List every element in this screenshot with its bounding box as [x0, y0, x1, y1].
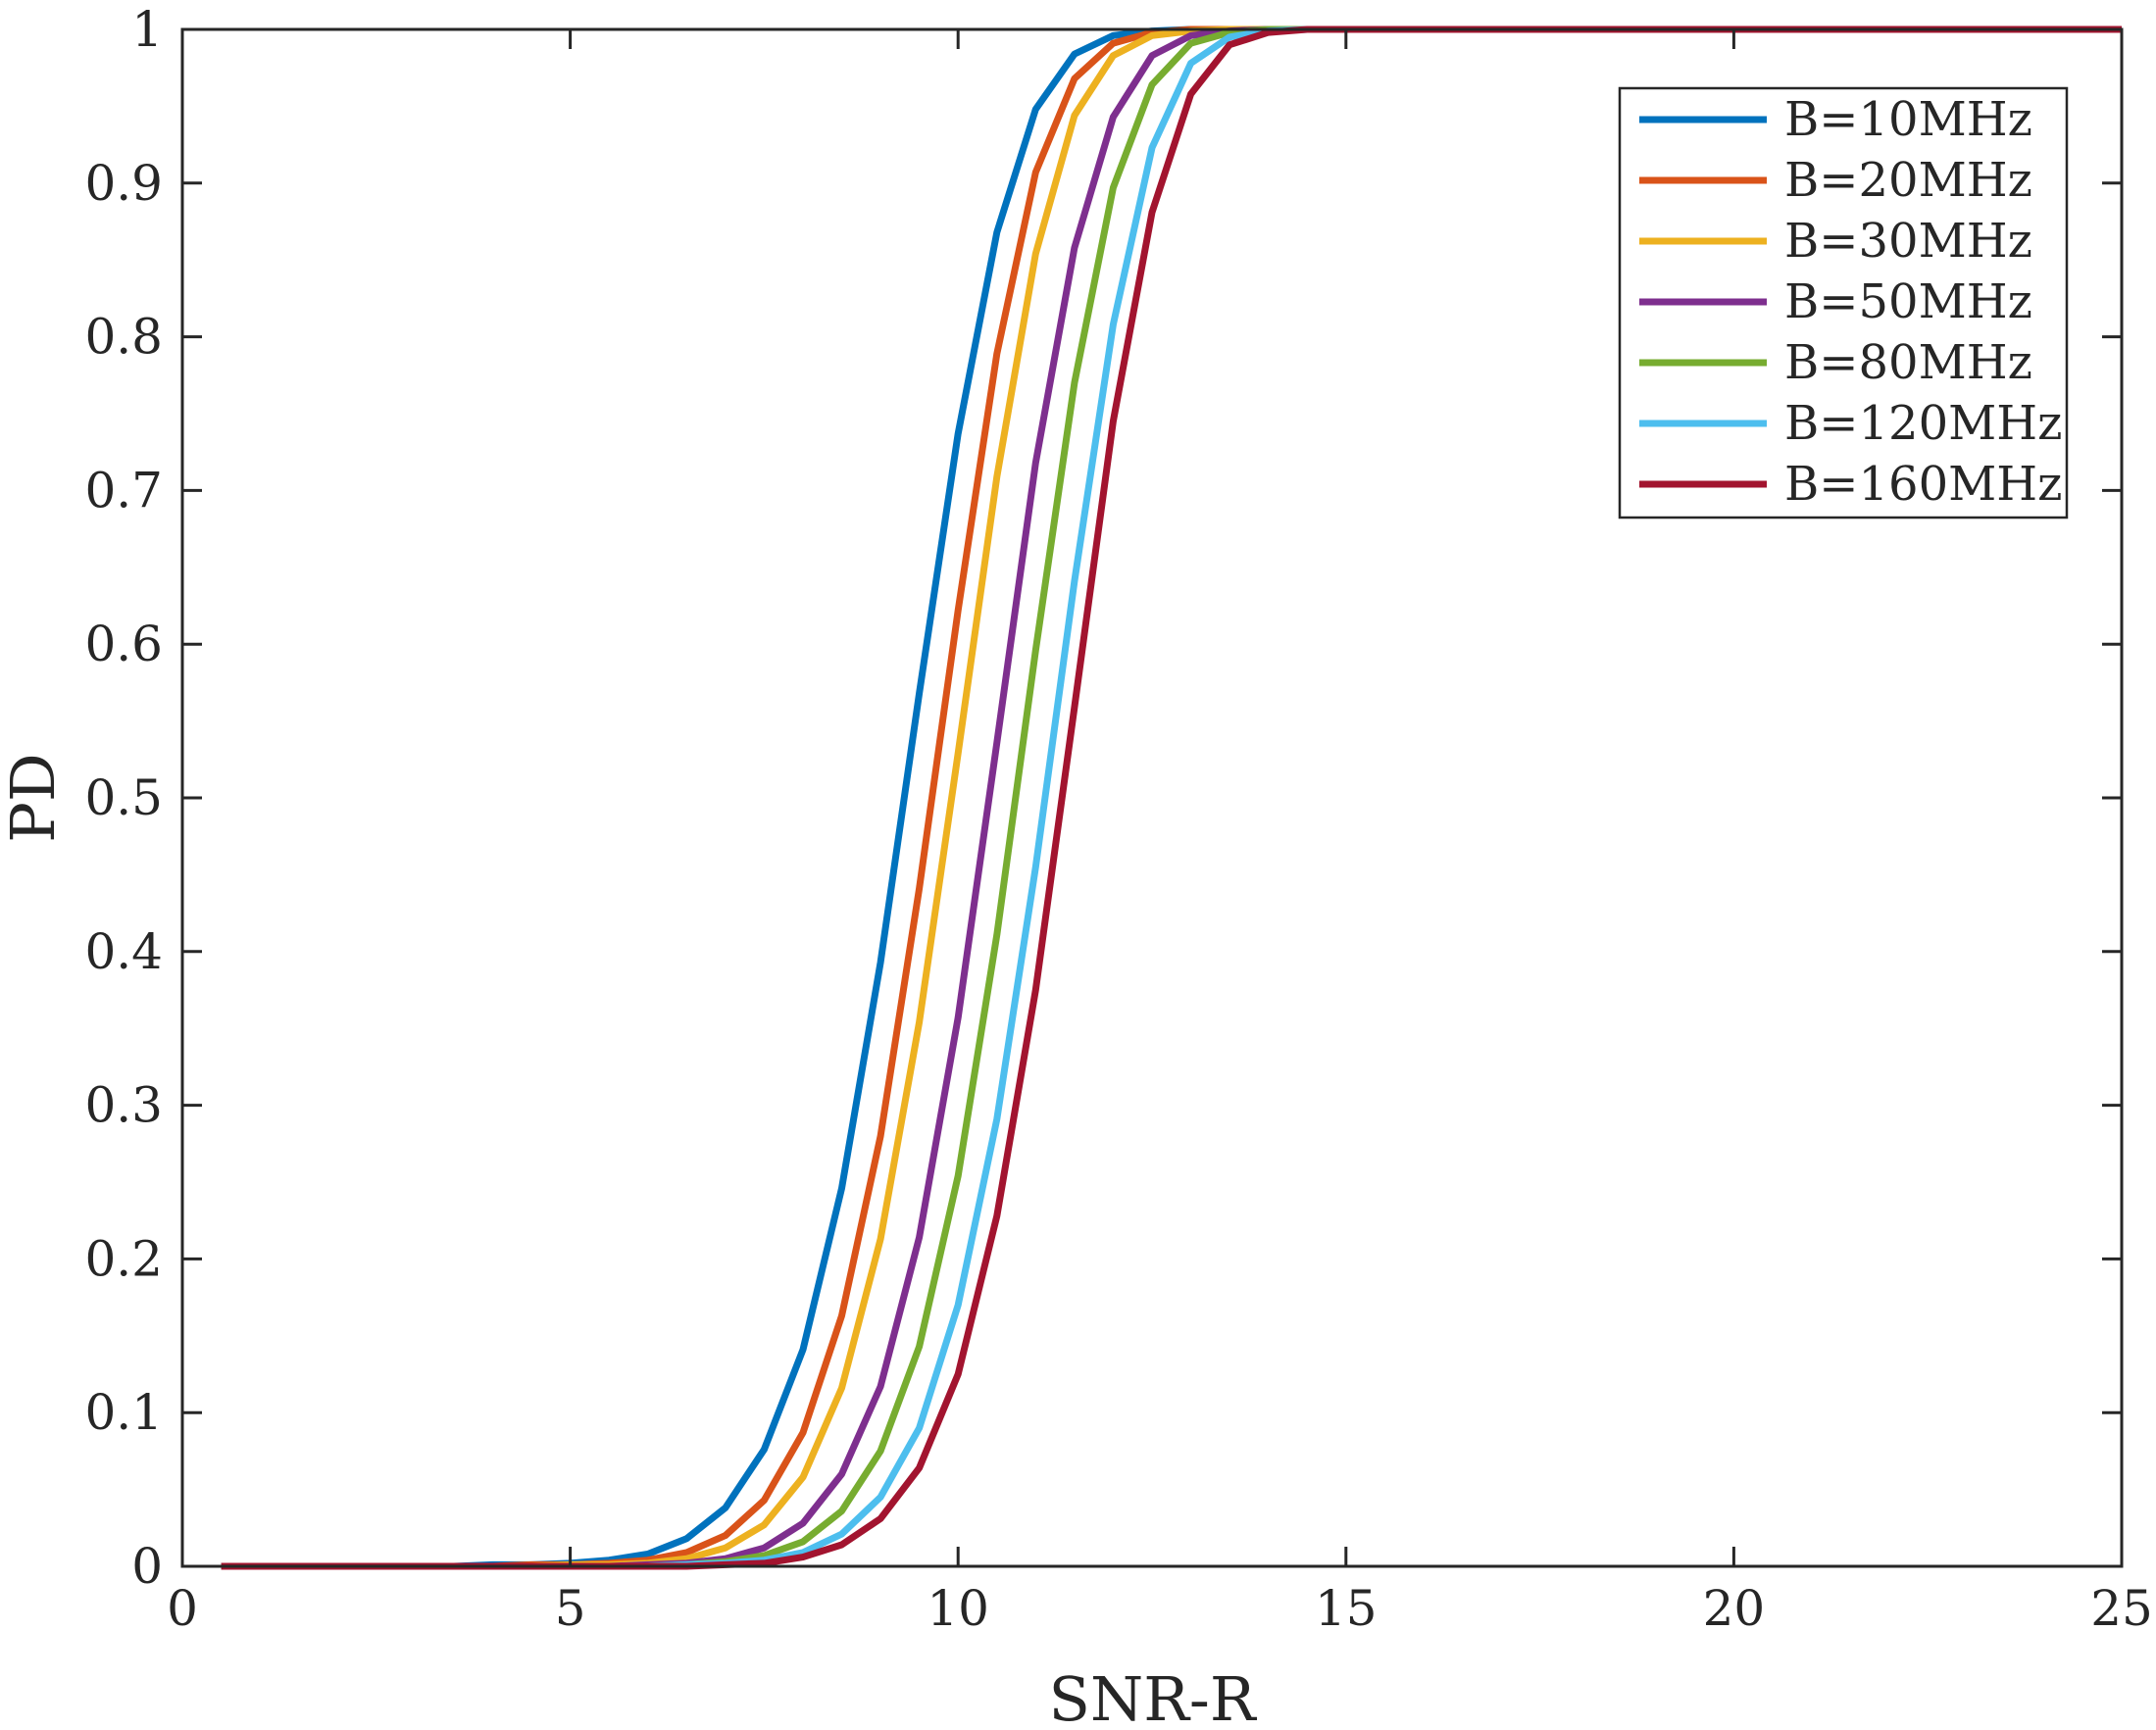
- y-tick-label: 0.6: [84, 616, 163, 672]
- x-tick-label: 20: [1703, 1580, 1766, 1637]
- y-tick-label: 0.5: [84, 769, 163, 826]
- x-tick-label: 5: [555, 1580, 586, 1637]
- legend-entry-7: B=160MHz: [1784, 457, 2062, 512]
- legend-entry-4: B=50MHz: [1784, 274, 2032, 329]
- legend-entry-1: B=10MHz: [1784, 92, 2032, 147]
- y-tick-label: 0.7: [84, 462, 163, 519]
- axes-layer: 0 5 10 15 20 25 0 0.1 0.2 0.3 0.4 0.5 0.6 0.7 0.8 0.9 1: [84, 1, 2152, 1637]
- x-tick-label: 25: [2090, 1580, 2153, 1637]
- legend-entry-2: B=20MHz: [1784, 153, 2032, 208]
- legend-entry-5: B=80MHz: [1784, 335, 2032, 390]
- y-tick-label: 1: [131, 1, 163, 58]
- x-tick-label: 0: [167, 1580, 198, 1637]
- legend-entry-6: B=120MHz: [1784, 396, 2062, 451]
- x-tick-label: 15: [1315, 1580, 1378, 1637]
- x-axis-label: SNR-R: [1048, 1663, 1257, 1730]
- y-tick-label: 0.1: [84, 1384, 163, 1441]
- y-tick-label: 0.8: [84, 309, 163, 366]
- y-tick-label: 0.2: [84, 1230, 163, 1287]
- y-tick-label: 0.3: [84, 1077, 163, 1134]
- legend-entry-3: B=30MHz: [1784, 214, 2032, 269]
- y-tick-label: 0.9: [84, 155, 163, 212]
- y-tick-label: 0.4: [84, 923, 163, 980]
- y-axis-label: PD: [0, 753, 69, 842]
- y-tick-label: 0: [131, 1538, 163, 1595]
- x-tick-label: 10: [927, 1580, 989, 1637]
